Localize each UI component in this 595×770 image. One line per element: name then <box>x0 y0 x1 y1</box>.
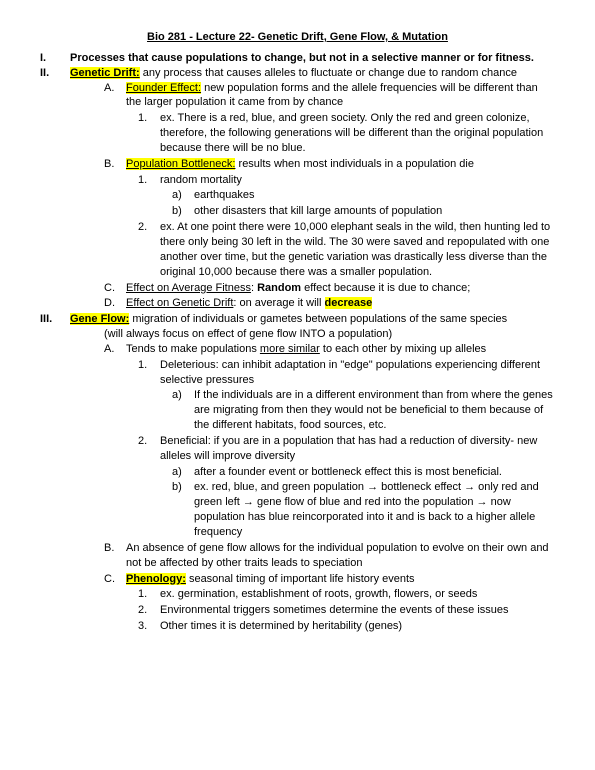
beneficial-a-text: after a founder event or bottleneck effe… <box>194 465 555 480</box>
deleterious: 1. Deleterious: can inhibit adaptation i… <box>138 358 555 388</box>
beneficial-a: a) after a founder event or bottleneck e… <box>172 465 555 480</box>
elephant-seals-ex: 2. ex. At one point there were 10,000 el… <box>138 220 555 279</box>
section-2-content: Genetic Drift: any process that causes a… <box>70 66 555 313</box>
phenology: C. Phenology: seasonal timing of importa… <box>104 572 555 587</box>
drift-decrease: decrease <box>325 297 373 309</box>
marker: C. <box>104 572 118 587</box>
bottleneck-term: Population Bottleneck: <box>126 158 235 170</box>
similar-ul: more similar <box>260 343 320 355</box>
marker: 1. <box>138 358 152 388</box>
founder-term: Founder Effect: <box>126 82 201 94</box>
beneficial-b: b) ex. red, blue, and green population →… <box>172 480 555 539</box>
gene-flow-paren: (will always focus on effect of gene flo… <box>104 327 555 342</box>
marker: b) <box>172 204 186 219</box>
absence-gene-flow: B. An absence of gene flow allows for th… <box>104 541 555 571</box>
marker: 1. <box>138 587 152 602</box>
marker: B. <box>104 157 118 172</box>
similar-pre: Tends to make populations <box>126 343 260 355</box>
drift-mid: : on average it will <box>233 297 324 309</box>
founder-ex-text: ex. There is a red, blue, and green soci… <box>160 111 555 156</box>
marker: A. <box>104 342 118 357</box>
marker: 2. <box>138 220 152 279</box>
page-title: Bio 281 - Lecture 22- Genetic Drift, Gen… <box>40 30 555 45</box>
marker: D. <box>104 296 118 311</box>
marker: a) <box>172 388 186 433</box>
section-1: I. Processes that cause populations to c… <box>40 51 555 66</box>
gene-flow-def: migration of individuals or gametes betw… <box>129 313 507 325</box>
marker: a) <box>172 465 186 480</box>
elephant-seals-text: ex. At one point there were 10,000 eleph… <box>160 220 555 279</box>
deleterious-a-text: If the individuals are in a different en… <box>194 388 555 433</box>
founder-ex: 1. ex. There is a red, blue, and green s… <box>138 111 555 156</box>
effect-genetic-drift: D. Effect on Genetic Drift: on average i… <box>104 296 555 311</box>
beneficial-text: Beneficial: if you are in a population t… <box>160 434 555 464</box>
marker: 1. <box>138 173 152 188</box>
absence-text: An absence of gene flow allows for the i… <box>126 541 555 571</box>
section-3: III. Gene Flow: migration of individuals… <box>40 312 555 635</box>
phenology-def: seasonal timing of important life histor… <box>186 573 415 585</box>
genetic-drift-term: Genetic Drift: <box>70 67 140 79</box>
phenology-1-text: ex. germination, establishment of roots,… <box>160 587 555 602</box>
other-disasters: b) other disasters that kill large amoun… <box>172 204 555 219</box>
marker: 2. <box>138 434 152 464</box>
phenology-2-text: Environmental triggers sometimes determi… <box>160 603 555 618</box>
marker: C. <box>104 281 118 296</box>
section-2-num: II. <box>40 66 70 313</box>
phenology-3: 3. Other times it is determined by herit… <box>138 619 555 634</box>
earthquakes-text: earthquakes <box>194 188 555 203</box>
marker: B. <box>104 541 118 571</box>
bottleneck: B. Population Bottleneck: results when m… <box>104 157 555 172</box>
marker: 2. <box>138 603 152 618</box>
phenology-3-text: Other times it is determined by heritabi… <box>160 619 555 634</box>
deleterious-a: a) If the individuals are in a different… <box>172 388 555 433</box>
phenology-2: 2. Environmental triggers sometimes dete… <box>138 603 555 618</box>
phenology-1: 1. ex. germination, establishment of roo… <box>138 587 555 602</box>
fitness-post: effect because it is due to chance; <box>301 282 470 294</box>
marker: a) <box>172 188 186 203</box>
deleterious-text: Deleterious: can inhibit adaptation in "… <box>160 358 555 388</box>
fitness-pre: Effect on Average Fitness <box>126 282 251 294</box>
section-1-text: Processes that cause populations to chan… <box>70 51 555 66</box>
random-mortality-text: random mortality <box>160 173 555 188</box>
beneficial-b-text: ex. red, blue, and green population → bo… <box>194 480 555 539</box>
marker: A. <box>104 81 118 111</box>
beneficial: 2. Beneficial: if you are in a populatio… <box>138 434 555 464</box>
marker: 3. <box>138 619 152 634</box>
section-3-content: Gene Flow: migration of individuals or g… <box>70 312 555 635</box>
similar-post: to each other by mixing up alleles <box>320 343 486 355</box>
marker: b) <box>172 480 186 539</box>
bottleneck-def: results when most individuals in a popul… <box>235 158 473 170</box>
more-similar: A. Tends to make populations more simila… <box>104 342 555 357</box>
section-2: II. Genetic Drift: any process that caus… <box>40 66 555 313</box>
gene-flow-term: Gene Flow: <box>70 313 129 325</box>
earthquakes: a) earthquakes <box>172 188 555 203</box>
founder-effect: A. Founder Effect: new population forms … <box>104 81 555 111</box>
other-disasters-text: other disasters that kill large amounts … <box>194 204 555 219</box>
marker: 1. <box>138 111 152 156</box>
section-3-num: III. <box>40 312 70 635</box>
genetic-drift-def: any process that causes alleles to fluct… <box>140 67 517 79</box>
fitness-random: Random <box>257 282 301 294</box>
section-1-num: I. <box>40 51 70 66</box>
random-mortality: 1. random mortality <box>138 173 555 188</box>
effect-avg-fitness: C. Effect on Average Fitness: Random eff… <box>104 281 555 296</box>
phenology-term: Phenology: <box>126 573 186 585</box>
drift-pre: Effect on Genetic Drift <box>126 297 233 309</box>
